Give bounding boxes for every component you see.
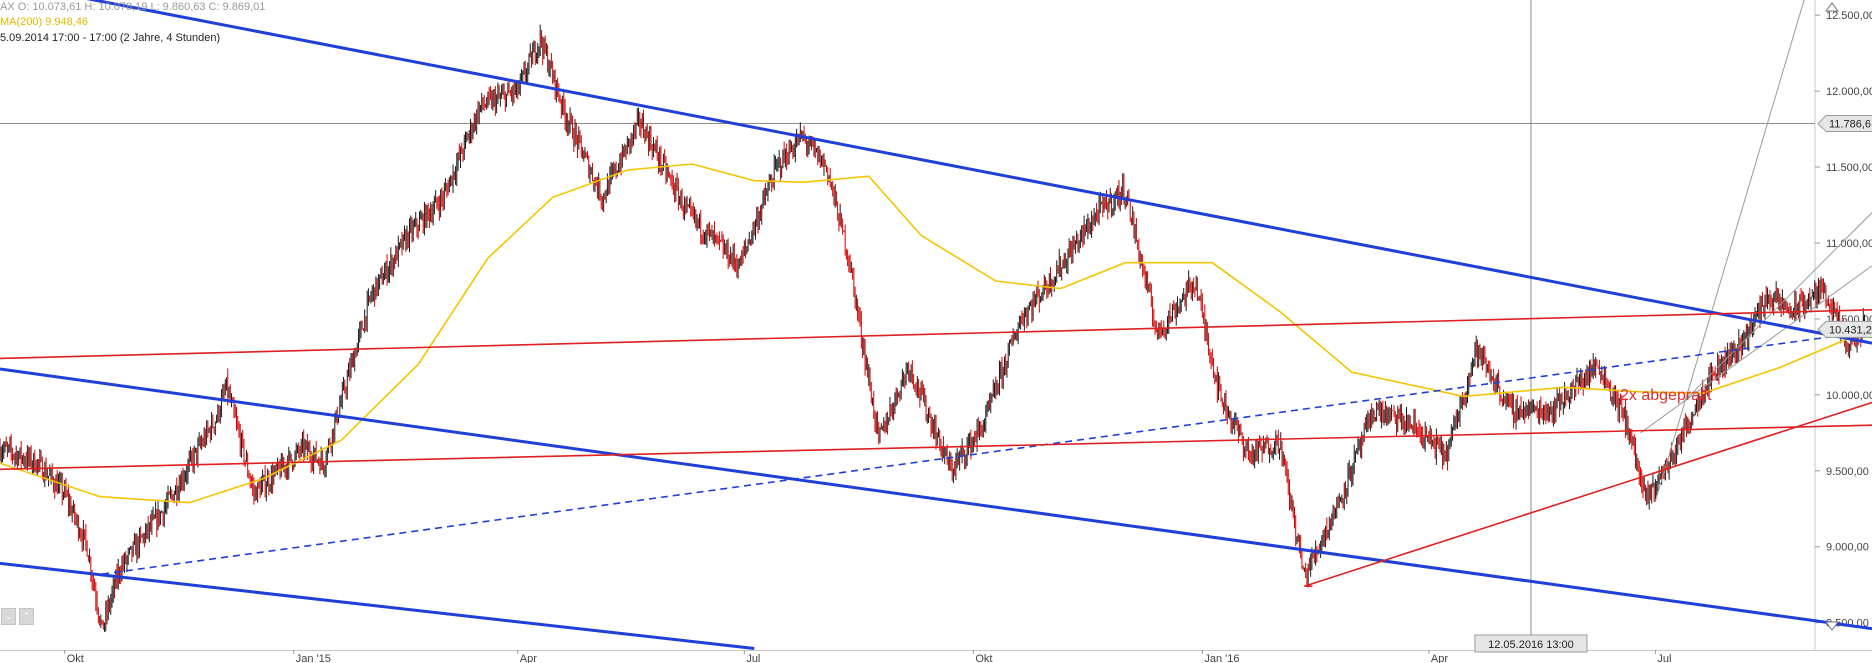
red-line-middle (0, 424, 1872, 471)
last-price-box: 10.431,2 (1817, 320, 1872, 338)
ma-readout: MA(200) 9.948,46 (0, 16, 89, 28)
blue-channel-bottom (0, 561, 755, 650)
y-tick-label: 9.500,00 (1826, 466, 1869, 478)
x-tick-label: Okt (67, 653, 84, 663)
crosshair-price-box: 11.786,6 (1817, 115, 1872, 133)
time-range-readout: 5.09.2014 17:00 - 17:00 (2 Jahre, 4 Stun… (0, 32, 221, 44)
zoom-in-icon[interactable]: ⌃ (19, 608, 34, 625)
x-tick-label: Okt (975, 653, 992, 663)
fan-line-mid (1640, 265, 1872, 434)
y-tick-label: 9.000,00 (1826, 542, 1869, 554)
x-tick-label: Apr (1431, 653, 1448, 663)
y-tick-label: 12.500,00 (1826, 10, 1872, 22)
fan-line-shallow (1682, 212, 1872, 403)
fan-line-steep (1654, 0, 1805, 502)
x-tick-label: Jan '15 (296, 653, 331, 663)
y-tick-label: 11.500,00 (1826, 162, 1872, 174)
red-line-upper (0, 309, 1872, 360)
triangle-down-icon[interactable] (1825, 621, 1839, 631)
crosshair-date-label: 12.05.2016 13:00 (1488, 639, 1574, 651)
x-tick-label: Apr (520, 653, 537, 663)
y-tick-label: 11.000,00 (1826, 238, 1872, 250)
zoom-out-icon[interactable]: ⌄ (1, 608, 16, 625)
crosshair-date-box: 12.05.2016 13:00 (1474, 634, 1588, 653)
y-tick-label: 12.000,00 (1826, 86, 1872, 98)
ma-200-line (0, 163, 1870, 504)
x-tick-label: Jul (746, 653, 760, 663)
blue-dashed-trendline (101, 330, 1872, 575)
y-tick-label: 10.000,00 (1826, 390, 1872, 402)
blue-channel-upper (86, 0, 1872, 345)
triangle-up-icon[interactable] (1825, 2, 1839, 12)
candlestick-series (0, 24, 1866, 633)
crosshair-price-label: 11.786,6 (1829, 119, 1871, 131)
ohlc-readout: AX O: 10.073,61 H: 10.078,19 L: 9.860,63… (0, 1, 266, 13)
annotation-text: 2x abgeprallt (1620, 387, 1712, 404)
x-tick-label: Jan '16 (1204, 653, 1239, 663)
red-line-rising (1304, 401, 1872, 587)
last-price-label: 10.431,2 (1829, 324, 1872, 336)
x-tick-label: Jul (1657, 653, 1671, 663)
blue-channel-lower (0, 367, 1872, 631)
